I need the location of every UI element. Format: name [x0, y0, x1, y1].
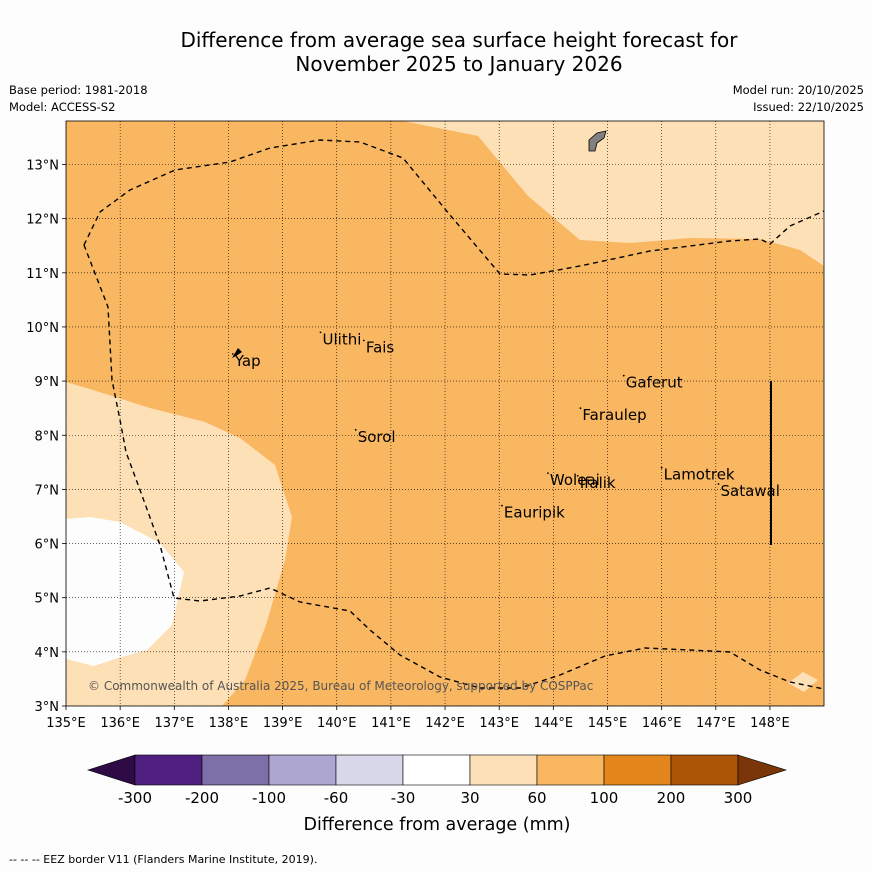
place-label: Ifalik: [580, 474, 616, 492]
place-label: Gaferut: [626, 374, 683, 392]
place-marker: [319, 331, 322, 334]
lat-tick-label: 5°N: [35, 592, 60, 607]
colorbar-bin: [603, 754, 672, 786]
model-run: Model run: 20/10/2025: [732, 83, 864, 97]
colorbar-bin: [335, 754, 404, 786]
lon-tick-label: 147°E: [696, 716, 736, 731]
place-marker: [622, 374, 625, 377]
colorbar-tick-label: -100: [252, 789, 286, 807]
colorbar-tick-label: 100: [590, 789, 619, 807]
place-label: Satawal: [721, 482, 780, 500]
lat-tick-label: 13°N: [26, 159, 59, 174]
lon-tick-label: 138°E: [209, 716, 249, 731]
place-marker: [547, 472, 549, 475]
title-line-1: Difference from average sea surface heig…: [180, 28, 738, 52]
lat-tick-label: 11°N: [26, 267, 59, 282]
map-plot: Yap Ulithi Fais Gaferut Faraulep Sorol Lamotre…: [66, 121, 824, 706]
copyright-text: © Commonwealth of Australia 2025, Bureau…: [88, 679, 593, 693]
lon-tick-label: 136°E: [100, 716, 140, 731]
lon-tick-label: 139°E: [263, 716, 303, 731]
map-title: Difference from average sea surface heig…: [0, 28, 873, 76]
place-marker: [231, 353, 234, 355]
place-label: Sorol: [358, 428, 396, 446]
colorbar-bin: [670, 754, 739, 786]
place-label: Lamotrek: [664, 466, 735, 484]
place-label: Ulithi: [323, 330, 362, 348]
title-line-2: November 2025 to January 2026: [295, 52, 623, 76]
colorbar-extend-high: [737, 754, 788, 786]
lat-tick-label: 6°N: [35, 538, 60, 553]
place-marker: [362, 339, 365, 342]
lat-tick-label: 9°N: [35, 375, 60, 390]
meta-right: Model run: 20/10/2025 Issued: 22/10/2025: [733, 82, 864, 116]
colorbar-tick-label: -60: [324, 789, 349, 807]
place-label: Yap: [234, 352, 261, 370]
base-period: Base period: 1981-2018: [9, 83, 148, 97]
colorbar-tick-label: 60: [527, 789, 546, 807]
lon-tick-label: 145°E: [588, 716, 628, 731]
eez-border-south: [83, 244, 824, 690]
issued-date: Issued: 22/10/2025: [753, 100, 864, 114]
colorbar-bin: [201, 754, 270, 786]
place-marker: [576, 474, 579, 477]
place-label: Fais: [366, 338, 395, 356]
colorbar-tick-label: 200: [657, 789, 686, 807]
colorbar-tick-label: 30: [460, 789, 479, 807]
lon-tick-label: 135°E: [46, 716, 86, 731]
colorbar-tick-label: -300: [118, 789, 152, 807]
place-label: Woleai: [550, 471, 600, 489]
lat-tick-label: 12°N: [26, 213, 59, 228]
colorbar-bin: [268, 754, 337, 786]
colorbar-tick-label: 300: [724, 789, 753, 807]
meta-left: Base period: 1981-2018 Model: ACCESS-S2: [9, 82, 148, 116]
place-marker: [354, 428, 357, 431]
anomaly-region-neutral: [66, 517, 184, 666]
lon-tick-label: 137°E: [155, 716, 195, 731]
colorbar-tick-label: -200: [185, 789, 219, 807]
lon-tick-label: 146°E: [642, 716, 682, 731]
model-name: Model: ACCESS-S2: [9, 100, 116, 114]
lon-tick-label: 141°E: [371, 716, 411, 731]
guam-island: [588, 130, 607, 152]
gridlines: [66, 121, 824, 706]
lon-tick-label: 143°E: [479, 716, 519, 731]
place-label: Eauripik: [504, 504, 565, 522]
colorbar-bin: [134, 754, 203, 786]
anomaly-region-30-60-northeast: [403, 121, 824, 266]
yap-island: [232, 348, 242, 358]
footer-note: -- -- -- EEZ border V11 (Flanders Marine…: [9, 853, 318, 866]
lat-tick-label: 4°N: [35, 646, 60, 661]
lon-tick-label: 144°E: [534, 716, 574, 731]
anomaly-region-30-60-southeast: [788, 672, 818, 692]
place-marker: [717, 483, 720, 485]
lat-tick-label: 3°N: [35, 700, 60, 715]
colorbar-tick-label: -30: [391, 789, 416, 807]
lat-tick-label: 7°N: [35, 483, 60, 498]
place-marker: [501, 504, 503, 507]
place-label: Faraulep: [582, 406, 646, 424]
lon-tick-label: 140°E: [317, 716, 357, 731]
place-labels: Yap Ulithi Fais Gaferut Faraulep Sorol Lamotre…: [231, 330, 780, 522]
lat-tick-label: 10°N: [26, 321, 59, 336]
lon-tick-label: 148°E: [750, 716, 790, 731]
colorbar-extend-low: [87, 754, 136, 786]
lat-tick-label: 8°N: [35, 429, 60, 444]
colorbar-bin: [536, 754, 605, 786]
colorbar-bin: [402, 754, 471, 786]
place-marker: [579, 407, 582, 410]
lon-tick-label: 142°E: [425, 716, 465, 731]
colorbar-title: Difference from average (mm): [303, 815, 570, 835]
axes: 135°E 136°E 137°E 138°E 139°E 140°E 141°E 142°E…: [26, 159, 789, 732]
colorbar: -300 -200 -100 -60 -30 30 60 100 200 300: [87, 754, 788, 807]
colorbar-bin: [469, 754, 538, 786]
place-marker: [660, 466, 663, 469]
